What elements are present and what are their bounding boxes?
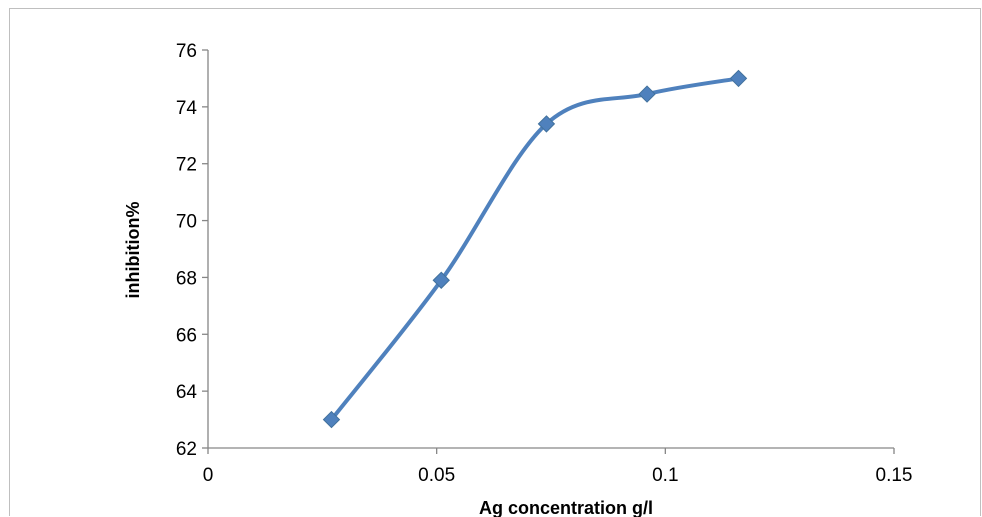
x-tick-label: 0.1 xyxy=(652,465,678,486)
y-tick-label: 76 xyxy=(176,41,197,62)
y-tick-labels: 62 64 66 68 70 72 74 76 xyxy=(176,41,198,460)
data-point-marker xyxy=(432,271,450,289)
y-tick-label: 70 xyxy=(176,212,197,233)
y-axis xyxy=(202,49,209,449)
series-line xyxy=(329,76,741,422)
y-tick-label: 72 xyxy=(176,155,197,176)
data-point-marker xyxy=(537,115,556,133)
data-point-marker xyxy=(638,85,656,103)
series-layer xyxy=(322,69,748,429)
data-point-marker xyxy=(729,69,748,88)
y-tick-label: 64 xyxy=(176,382,198,403)
x-tick-label: 0.15 xyxy=(876,465,913,486)
data-point-marker xyxy=(322,410,341,429)
x-axis-title: Ag concentration g/l xyxy=(479,498,653,517)
x-axis xyxy=(207,447,895,454)
y-axis-title: inhibition% xyxy=(123,202,143,299)
y-tick-label: 74 xyxy=(176,98,198,119)
y-tick-label: 66 xyxy=(176,325,197,346)
x-tick-label: 0.05 xyxy=(418,465,455,486)
x-tick-label: 0 xyxy=(203,465,214,486)
y-tick-label: 68 xyxy=(176,268,197,289)
chart-frame xyxy=(9,8,981,516)
x-tick-labels: 0 0.05 0.1 0.15 xyxy=(203,465,913,486)
y-tick-label: 62 xyxy=(176,439,197,460)
